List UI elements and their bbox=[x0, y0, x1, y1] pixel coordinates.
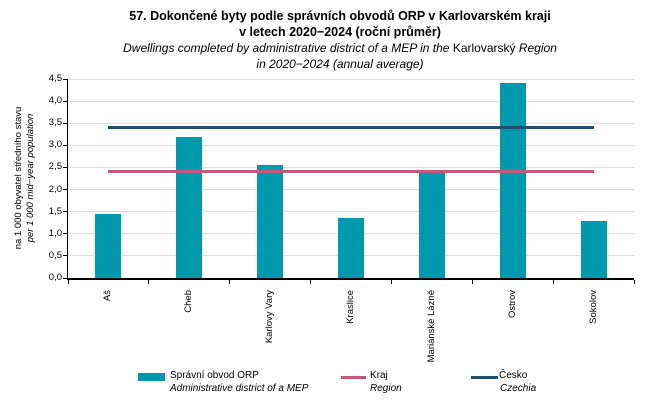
y-axis-tick-label: 4,0 bbox=[48, 95, 62, 107]
y-axis-tick-label: 3,0 bbox=[48, 139, 62, 151]
y-axis-tick bbox=[63, 144, 67, 146]
x-axis-tick bbox=[67, 280, 69, 284]
gridline bbox=[68, 189, 634, 191]
gridline bbox=[68, 166, 634, 168]
gridline bbox=[68, 100, 634, 102]
bar-Mariánské Lázně bbox=[418, 169, 445, 278]
reference-line-kraj bbox=[108, 170, 594, 174]
bar-Sokolov bbox=[580, 220, 607, 278]
y-axis-tick-label: 3,5 bbox=[48, 117, 62, 129]
bar-Aš bbox=[95, 213, 122, 278]
legend-label-orp-cs: Správní obvod ORP bbox=[170, 370, 259, 381]
legend-label-cesko-en: Czechia bbox=[500, 383, 537, 394]
legend-swatch-kraj bbox=[341, 376, 366, 379]
chart-title-line2: v letech 2020−2024 (roční průměr) bbox=[239, 25, 441, 39]
legend-swatch-orp bbox=[138, 373, 165, 381]
legend-swatch-cesko bbox=[471, 376, 498, 379]
legend-label-cesko-cs: Česko bbox=[499, 370, 528, 381]
y-axis-tick bbox=[63, 100, 67, 102]
y-axis-tick bbox=[63, 255, 67, 257]
y-axis-tick-label: 1,0 bbox=[48, 227, 62, 239]
y-axis-tick bbox=[63, 122, 67, 124]
y-axis-line bbox=[67, 79, 68, 278]
y-axis-tick bbox=[63, 189, 67, 191]
y-axis-tick bbox=[63, 233, 67, 235]
x-axis-label-wrap: Kraslice bbox=[345, 285, 379, 324]
x-axis-tick bbox=[229, 280, 231, 284]
subtitle-upright-part: Karlovarský bbox=[452, 41, 516, 55]
title-block: 57. Dokončené byty podle správních obvod… bbox=[30, 8, 650, 72]
y-axis-tick-label: 4,5 bbox=[48, 73, 62, 84]
y-axis-tick-label: 0,5 bbox=[48, 249, 62, 261]
y-axis-tick bbox=[63, 277, 67, 279]
y-axis-tick bbox=[63, 166, 67, 168]
legend-label-kraj-en: Region bbox=[370, 383, 402, 394]
y-axis-tick bbox=[63, 211, 67, 213]
reference-line-česko bbox=[108, 126, 594, 130]
x-axis-label-wrap: Sokolov bbox=[588, 285, 622, 324]
bar-Ostrov bbox=[499, 83, 526, 278]
x-axis-tick bbox=[552, 280, 554, 284]
y-axis-title-czech: na 1 000 obyvatel středního stavu bbox=[13, 106, 24, 250]
x-axis-tick bbox=[390, 280, 392, 284]
y-axis-tick-label: 2,5 bbox=[48, 161, 62, 173]
x-axis-label-wrap: Aš bbox=[102, 285, 113, 303]
x-axis-line bbox=[67, 278, 634, 280]
subtitle-italic-part2: Region bbox=[515, 41, 557, 55]
y-axis-tick bbox=[63, 78, 67, 80]
chart-title-line1: 57. Dokončené byty podle správních obvod… bbox=[129, 9, 551, 23]
x-axis-tick bbox=[633, 280, 635, 284]
chart-subtitle-line1: Dwellings completed by administrative di… bbox=[30, 40, 650, 56]
x-axis-label-Cheb: Cheb bbox=[183, 290, 195, 313]
x-axis-label-wrap: Cheb bbox=[183, 285, 206, 313]
gridline bbox=[68, 78, 634, 80]
x-axis-tick bbox=[148, 280, 150, 284]
bar-Kraslice bbox=[338, 218, 364, 278]
x-axis-tick bbox=[471, 280, 473, 284]
x-axis-label-wrap: Karlovy Vary bbox=[264, 285, 317, 343]
x-axis-tick bbox=[310, 280, 312, 284]
x-axis-label-Mariánské Lázně: Mariánské Lázně bbox=[425, 290, 437, 363]
chart-subtitle-line2: in 2020−2024 (annual average) bbox=[256, 57, 424, 71]
gridline bbox=[68, 211, 634, 213]
subtitle-italic-part: Dwellings completed by administrative di… bbox=[123, 41, 453, 55]
x-axis-label-wrap: Mariánské Lázně bbox=[426, 285, 498, 362]
x-axis-label-Sokolov: Sokolov bbox=[587, 290, 599, 324]
x-axis-label-Ostrov: Ostrov bbox=[506, 290, 518, 318]
bar-Cheb bbox=[176, 136, 203, 278]
x-axis-label-Karlovy Vary: Karlovy Vary bbox=[264, 290, 276, 344]
legend-label-kraj-cs: Kraj bbox=[370, 370, 388, 381]
x-axis-label-Kraslice: Kraslice bbox=[345, 290, 356, 324]
bar-Karlovy Vary bbox=[257, 165, 284, 278]
gridline bbox=[68, 122, 634, 124]
gridline bbox=[68, 144, 634, 146]
legend-label-orp-en: Administrative district of a MEP bbox=[170, 383, 309, 394]
y-axis-tick-label: 0,0 bbox=[48, 272, 62, 283]
x-axis-label-wrap: Ostrov bbox=[507, 285, 535, 318]
plot-area: 0,0 0,5 1,0 1,5 2,0 2,5 3,0 3,5 4,0 4,5 Aš Cheb Karl… bbox=[49, 74, 635, 362]
y-axis-tick-label: 2,0 bbox=[48, 183, 62, 195]
x-axis-label-Aš: Aš bbox=[102, 290, 114, 302]
y-axis-tick-label: 1,5 bbox=[48, 205, 62, 217]
